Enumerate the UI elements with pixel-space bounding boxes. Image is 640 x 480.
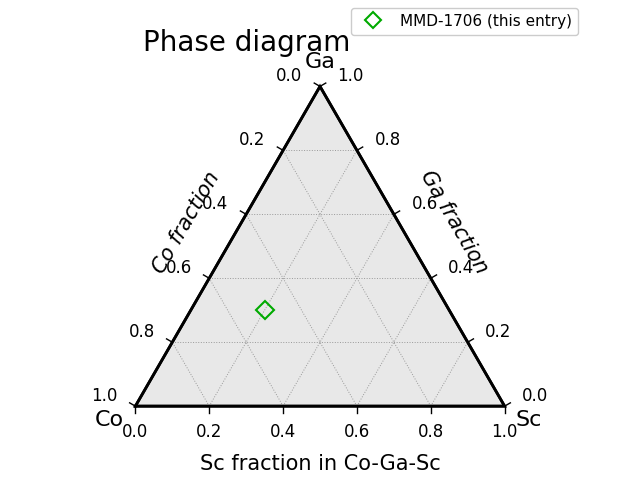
Text: Ga: Ga	[305, 52, 335, 72]
Text: 0.4: 0.4	[449, 259, 475, 277]
Text: 0.6: 0.6	[165, 259, 191, 277]
Polygon shape	[136, 86, 504, 406]
Text: 1.0: 1.0	[337, 67, 364, 85]
Text: Ga fraction: Ga fraction	[416, 167, 492, 277]
Text: Sc fraction in Co-Ga-Sc: Sc fraction in Co-Ga-Sc	[200, 454, 440, 474]
Text: 0.2: 0.2	[239, 131, 266, 149]
Text: 0.4: 0.4	[202, 195, 228, 213]
Text: 0.8: 0.8	[418, 423, 444, 441]
Text: 0.0: 0.0	[276, 67, 303, 85]
Text: 0.2: 0.2	[196, 423, 223, 441]
Text: 0.4: 0.4	[270, 423, 296, 441]
Text: Phase diagram: Phase diagram	[143, 29, 350, 57]
Text: 0.2: 0.2	[485, 323, 511, 341]
Text: 0.8: 0.8	[129, 323, 155, 341]
Text: 0.6: 0.6	[412, 195, 438, 213]
Text: 1.0: 1.0	[492, 423, 518, 441]
Text: 0.6: 0.6	[344, 423, 370, 441]
Text: Co fraction: Co fraction	[149, 168, 223, 276]
Text: Sc: Sc	[516, 410, 542, 430]
Text: 0.0: 0.0	[122, 423, 148, 441]
Text: 0.8: 0.8	[374, 131, 401, 149]
Text: 1.0: 1.0	[92, 387, 118, 405]
Text: Co: Co	[95, 410, 124, 430]
Legend: MMD-1706 (this entry): MMD-1706 (this entry)	[351, 8, 578, 35]
Text: 0.0: 0.0	[522, 387, 548, 405]
